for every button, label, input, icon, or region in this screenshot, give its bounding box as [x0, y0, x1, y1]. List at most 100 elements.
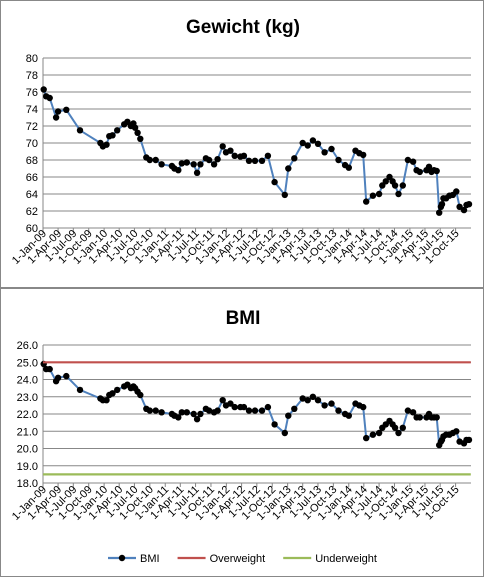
legend-label: Overweight	[210, 553, 266, 565]
legend-marker	[118, 554, 126, 562]
y-tick-label: 26.0	[17, 340, 38, 352]
data-point	[314, 397, 322, 404]
data-point	[193, 416, 201, 423]
y-tick-label: 80	[26, 53, 38, 65]
y-tick-label: 66	[26, 172, 38, 184]
data-point	[114, 127, 121, 134]
data-point	[304, 142, 311, 149]
data-point	[227, 147, 234, 154]
data-point	[395, 429, 402, 437]
data-point	[375, 190, 383, 198]
data-point	[363, 198, 370, 205]
data-point	[433, 414, 440, 421]
data-point	[264, 152, 272, 159]
data-point	[152, 407, 159, 414]
y-tick-label: 18.0	[17, 478, 38, 490]
data-point	[109, 132, 116, 139]
data-point	[134, 129, 141, 136]
data-point	[409, 158, 417, 165]
data-point	[231, 403, 238, 411]
data-point	[321, 402, 328, 409]
y-tick-label: 78	[26, 70, 38, 82]
data-point	[460, 206, 468, 214]
data-point	[404, 156, 412, 164]
data-point	[183, 409, 190, 416]
data-point	[314, 140, 322, 147]
y-tick-label: 25.0	[17, 357, 38, 369]
data-point	[281, 429, 288, 437]
data-point	[146, 156, 153, 164]
data-point	[63, 106, 70, 114]
data-point	[360, 151, 367, 159]
data-point	[360, 403, 367, 411]
data-point	[46, 94, 53, 102]
y-tick-label: 70	[26, 138, 38, 150]
data-point	[465, 436, 473, 444]
data-point	[335, 156, 342, 164]
y-tick-label: 21.0	[17, 426, 38, 438]
legend-label: BMI	[140, 553, 160, 565]
data-point	[227, 400, 234, 407]
data-point	[291, 405, 298, 412]
data-point	[219, 143, 226, 150]
data-point	[46, 365, 53, 373]
data-point	[63, 372, 70, 380]
data-point	[251, 157, 259, 164]
y-tick-label: 24.0	[17, 375, 38, 387]
y-tick-label: 60	[26, 223, 38, 235]
data-point	[299, 139, 306, 147]
data-point	[178, 409, 185, 416]
weight-chart: Gewicht (kg)60626466687072747678801-Jan-…	[10, 17, 473, 267]
data-point	[178, 160, 185, 167]
data-point	[193, 169, 201, 176]
y-tick-label: 23.0	[17, 392, 38, 404]
data-point	[291, 155, 298, 162]
data-point	[190, 410, 197, 418]
data-point	[271, 178, 278, 186]
y-tick-label: 76	[26, 87, 38, 99]
data-point	[409, 409, 417, 416]
data-point	[395, 190, 402, 198]
data-point	[175, 167, 182, 174]
data-point	[258, 407, 266, 414]
y-tick-label: 64	[26, 189, 38, 201]
y-tick-label: 62	[26, 206, 38, 218]
data-point	[369, 431, 377, 438]
legend-label: Underweight	[315, 553, 377, 565]
data-point	[54, 108, 62, 115]
data-point	[391, 424, 399, 431]
data-point	[197, 410, 204, 418]
data-point	[258, 157, 266, 164]
data-point	[299, 395, 306, 402]
data-point	[210, 161, 218, 168]
data-point	[379, 182, 386, 189]
data-point	[158, 161, 165, 168]
data-point	[245, 407, 253, 414]
chart-title: BMI	[226, 308, 261, 329]
data-point	[399, 182, 406, 189]
data-point	[465, 201, 473, 208]
data-point	[205, 156, 213, 164]
data-point	[309, 137, 317, 144]
data-point	[76, 386, 84, 394]
data-point	[219, 397, 226, 404]
data-point	[240, 152, 248, 159]
data-point	[425, 163, 433, 170]
data-point	[433, 167, 440, 175]
data-point	[146, 407, 153, 414]
data-point	[131, 124, 139, 131]
data-point	[52, 114, 60, 121]
data-point	[197, 161, 204, 168]
data-point	[285, 412, 292, 419]
data-point	[404, 407, 412, 414]
data-point	[214, 407, 221, 414]
data-point	[281, 191, 288, 199]
data-point	[137, 391, 144, 399]
data-point	[369, 192, 377, 199]
data-point	[335, 407, 342, 414]
data-point	[416, 414, 423, 421]
data-point	[328, 145, 335, 153]
data-point	[345, 412, 352, 419]
data-point	[114, 386, 121, 394]
data-point	[231, 152, 238, 159]
